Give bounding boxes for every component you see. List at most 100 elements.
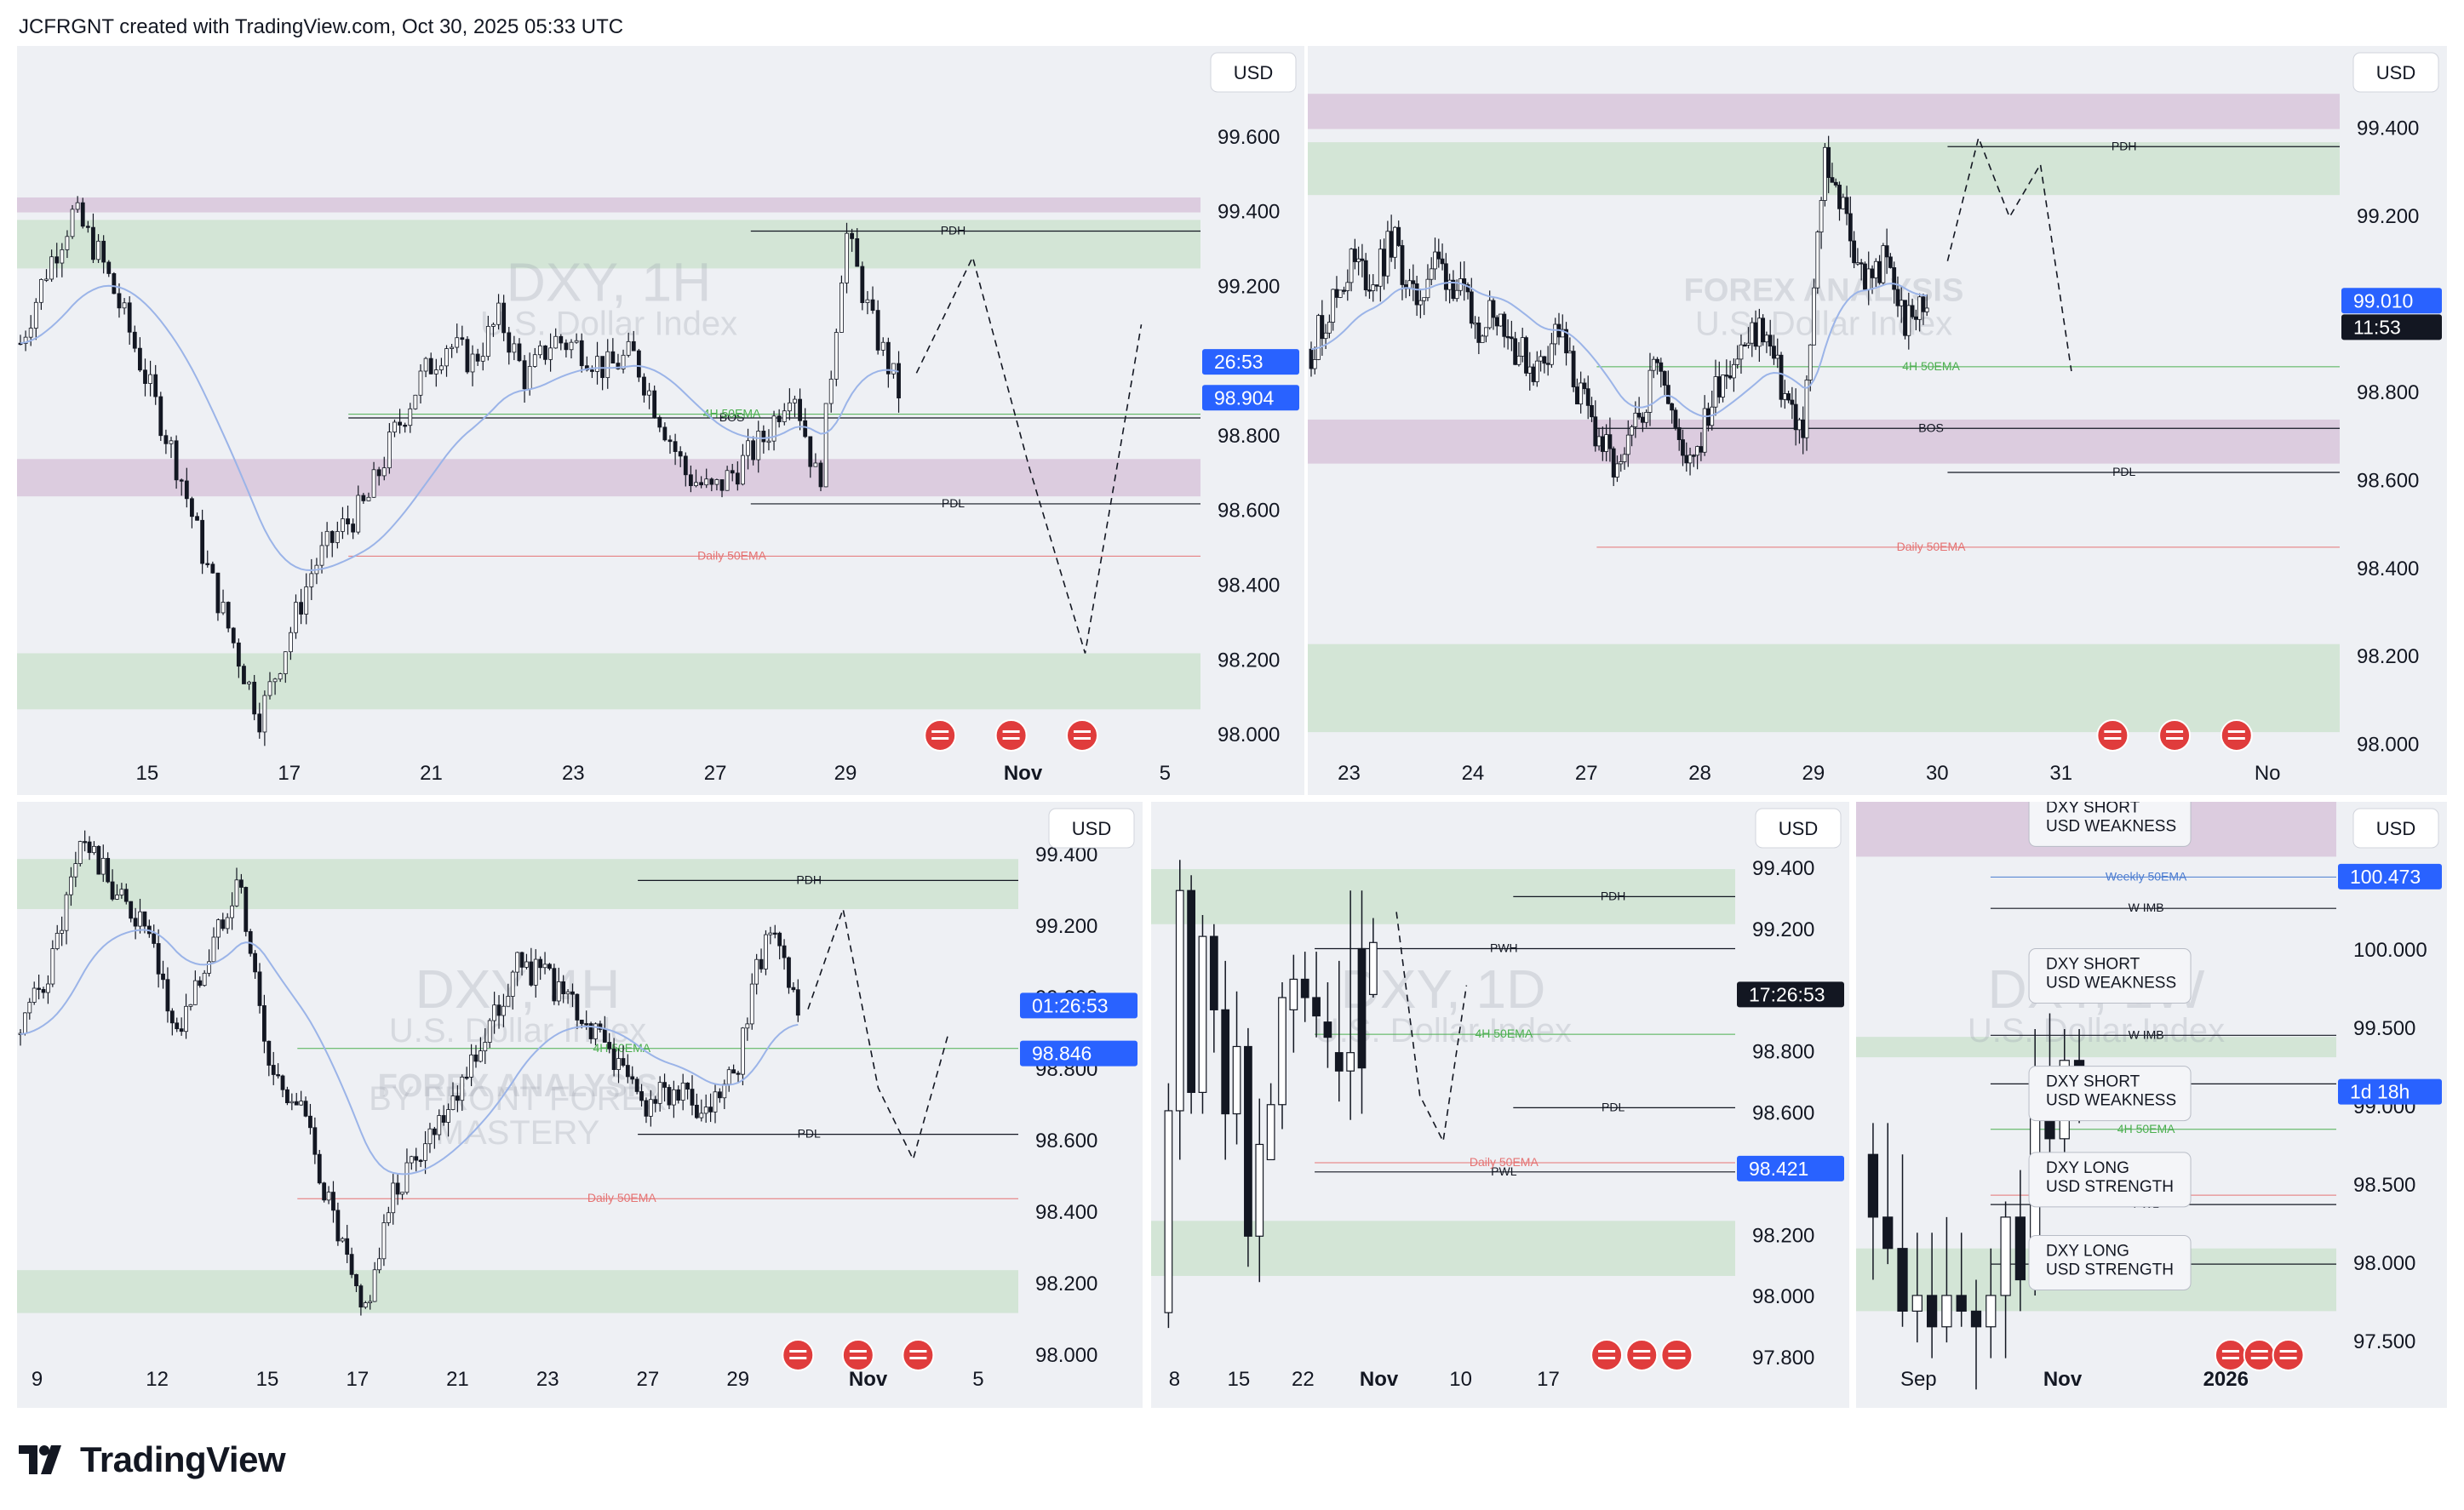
us-flag-stripe (789, 1350, 807, 1353)
candle-body (101, 240, 106, 263)
candle-body (1422, 297, 1427, 301)
candle-body (795, 989, 800, 1016)
candle-body (1670, 403, 1675, 411)
candle-body (667, 1087, 672, 1106)
supply-zone (1308, 94, 2340, 129)
candle-body (276, 1074, 281, 1077)
candle-body (678, 451, 683, 457)
candle-body (593, 1023, 598, 1039)
candle-body (427, 1128, 433, 1145)
candle-body (616, 363, 621, 369)
candle-body (782, 410, 787, 422)
candle-body (1647, 369, 1653, 413)
candle-body (1368, 941, 1378, 995)
candle-body (699, 482, 704, 486)
candle-body (272, 678, 278, 683)
candle-body (1790, 399, 1795, 405)
candle-body (662, 426, 668, 441)
demand-zone (17, 220, 1200, 269)
candle-body (501, 1005, 506, 1016)
x-tick-label: 15 (1228, 1368, 1251, 1391)
candle-body (1735, 358, 1740, 365)
candle-body (403, 425, 408, 427)
chart-panel-bottom-left[interactable]: DXY, 4H U.S. Dollar Index FOREX ANALYSIS BY… (17, 802, 1143, 1408)
y-tick-label: 98.000 (2353, 1252, 2415, 1275)
y-tick-label: 98.200 (1218, 649, 1280, 672)
x-tick-label: 9 (32, 1368, 43, 1391)
chart-svg[interactable]: DXY, 1HU.S. Dollar Index PDH BOS PDL 4H 50EM… (17, 46, 1304, 795)
candle-body (510, 971, 515, 997)
demand-zone (17, 653, 1200, 710)
chart-panel-top-right[interactable]: FOREX ANALYSIS U.S. Dollar Index PDH BOS PDL… (1308, 46, 2447, 795)
candle-body (446, 1109, 450, 1123)
candle-body (215, 572, 221, 614)
x-tick-label: 10 (1449, 1368, 1472, 1391)
candle-body (736, 1072, 741, 1075)
candle-body (1352, 249, 1357, 262)
candle-body (855, 237, 860, 267)
x-tick-label: 24 (1462, 762, 1485, 785)
candle-body (690, 1089, 695, 1106)
candle-body (685, 1082, 690, 1090)
currency-badge (2352, 808, 2439, 849)
note-box (2028, 802, 2192, 847)
candle-body (561, 981, 566, 995)
note-text: DXY SHORT (2046, 956, 2140, 974)
x-tick-label: 29 (1802, 762, 1825, 785)
candle-body (808, 436, 813, 467)
candle-body (450, 1095, 456, 1110)
candle-body (1323, 1021, 1332, 1038)
candle-body (1232, 1045, 1241, 1115)
tradingview-logo[interactable]: TradingView (19, 1439, 286, 1481)
candle-body (271, 1065, 276, 1075)
candle-body (1713, 376, 1718, 408)
candle-body (87, 841, 92, 854)
candle-body (1574, 386, 1579, 405)
chart-panel-bottom-middle[interactable]: DXY, 1D U.S. Dollar Index PDH PWH PDL PWL 4H 5… (1151, 802, 1849, 1408)
candle-body (1731, 363, 1736, 379)
candle-body (158, 396, 163, 437)
candle-body (626, 340, 631, 356)
chart-panel-top-left[interactable]: DXY, 1H U.S. Dollar Index PDH BOS PDL 4H 50EM… (17, 46, 1304, 795)
candle-body (1882, 1216, 1894, 1250)
candle-body (54, 933, 60, 949)
candle-body (41, 988, 46, 993)
level-label: 4H 50EMA (1902, 359, 1960, 373)
level-label: Weekly 50EMA (2106, 869, 2187, 883)
us-flag-icon (2243, 1339, 2276, 1371)
candle-body (1724, 375, 1729, 377)
candle-body (688, 474, 693, 487)
us-flag-icon (1590, 1339, 1624, 1371)
level-label: 4H 50EMA (2117, 1122, 2175, 1135)
x-tick-label: 17 (1537, 1368, 1560, 1391)
candle-body (1345, 282, 1350, 291)
candle-body (1429, 268, 1434, 280)
candle-body (1768, 335, 1773, 347)
candle-body (207, 961, 211, 974)
candle-body (741, 1027, 745, 1075)
price-axis-background (1018, 802, 1143, 1374)
candle-body (1498, 313, 1503, 327)
currency-label: USD (1072, 818, 1111, 839)
candle-body (602, 1029, 607, 1043)
candle-body (1524, 337, 1528, 374)
candle-body (1746, 342, 1751, 346)
candle-body (891, 363, 896, 375)
candle-body (1164, 1110, 1173, 1313)
candle-body (46, 983, 50, 993)
candle-body (349, 1254, 354, 1275)
candle-body (1884, 245, 1889, 258)
candle-body (1447, 279, 1453, 290)
level-label: 4H 50EMA (593, 1041, 650, 1055)
projection-path (807, 906, 949, 1162)
candle-body (885, 341, 891, 375)
candle-body (190, 498, 194, 518)
candle-body (1400, 245, 1405, 285)
candle-body (1312, 359, 1317, 369)
candle-body (455, 337, 460, 348)
